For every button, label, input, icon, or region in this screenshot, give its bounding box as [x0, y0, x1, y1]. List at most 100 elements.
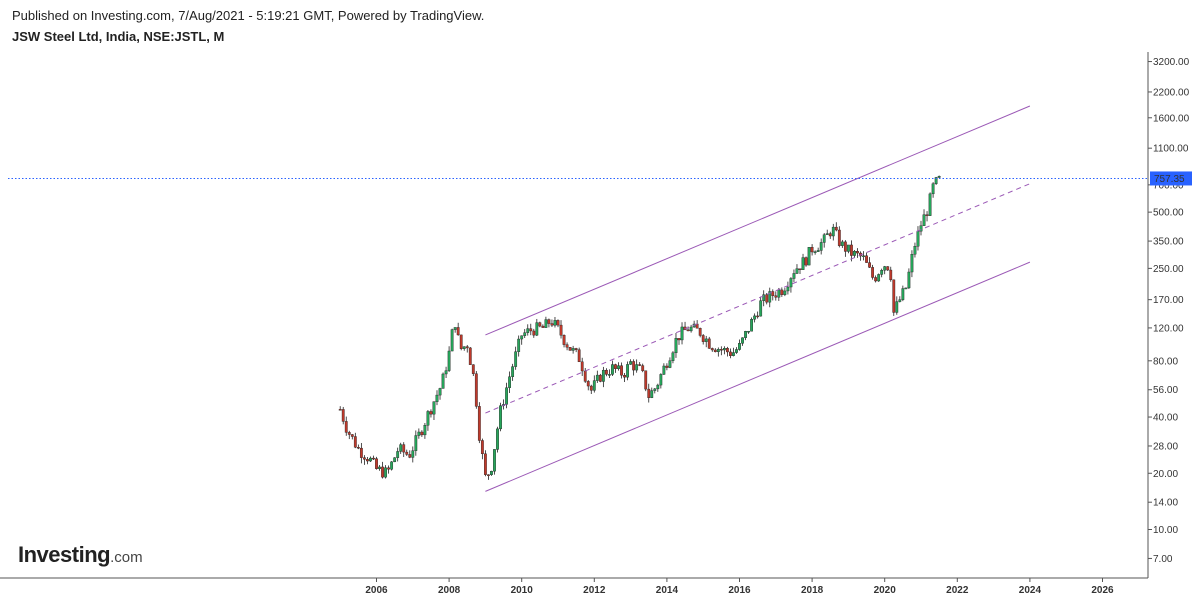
candle-body [347, 432, 351, 435]
channel-middle-line [485, 183, 1031, 414]
candle-body [862, 255, 865, 257]
candle-body [571, 348, 575, 351]
candle-body [338, 409, 342, 411]
logo-main-text: Investing [18, 542, 111, 567]
y-tick-label: 7.00 [1153, 554, 1173, 565]
candle-body [886, 266, 890, 271]
candle-body [372, 457, 375, 460]
y-tick-label: 1100.00 [1153, 144, 1189, 155]
x-tick-label: 2014 [656, 585, 679, 596]
y-tick-label: 20.00 [1153, 469, 1178, 480]
candle-body [490, 470, 493, 475]
candle-body [402, 444, 406, 453]
candle-body [677, 338, 681, 341]
candle-body [774, 295, 778, 298]
candle-body [426, 411, 430, 426]
candle-body [375, 458, 378, 469]
candle-body [895, 301, 899, 313]
candle-body [907, 271, 911, 289]
candle-body [496, 428, 499, 450]
candles-layer [338, 175, 941, 480]
candle-body [359, 447, 363, 458]
candle-body [629, 361, 633, 365]
candle-body [780, 289, 784, 295]
y-tick-label: 350.00 [1153, 237, 1184, 248]
candle-body [393, 457, 397, 463]
candle-body [883, 266, 887, 271]
candle-body [686, 329, 690, 332]
candle-body [641, 365, 645, 371]
candle-body [526, 328, 530, 333]
candle-body [568, 347, 572, 351]
candle-body [662, 365, 666, 375]
candle-body [689, 326, 693, 332]
candle-body [487, 474, 490, 476]
candle-body [559, 324, 563, 336]
investing-logo[interactable]: Investing.com [18, 542, 143, 568]
x-axis-ticks: 2006 2008 2010 2012 2014 2016 2018 2020 2022 2024… [365, 578, 1114, 596]
candle-body [804, 257, 808, 266]
y-tick-label: 250.00 [1153, 264, 1184, 275]
candle-body [580, 361, 584, 372]
candle-body [350, 434, 354, 437]
candle-body [632, 361, 636, 371]
y-tick-label: 170.00 [1153, 295, 1184, 306]
y-tick-label: 1600.00 [1153, 113, 1190, 124]
candle-body [753, 315, 757, 320]
candle-body [656, 384, 660, 390]
candle-body [369, 457, 372, 462]
y-tick-label: 14.00 [1153, 498, 1178, 509]
y-tick-label: 700.00 [1153, 180, 1184, 191]
candle-body [786, 286, 790, 292]
y-tick-label: 2200.00 [1153, 87, 1190, 98]
candle-body [722, 348, 726, 351]
candle-body [710, 348, 714, 351]
candle-body [756, 315, 760, 318]
candle-body [707, 338, 711, 349]
candle-body [423, 425, 427, 436]
candle-body [505, 387, 508, 405]
candle-body [925, 214, 929, 216]
x-tick-label: 2024 [1019, 585, 1042, 596]
x-tick-label: 2018 [801, 585, 824, 596]
candle-body [735, 349, 738, 353]
candle-body [789, 278, 793, 288]
candle-body [601, 369, 605, 382]
last-price-badge: 757.35 [1150, 171, 1192, 186]
channel-upper-line [485, 105, 1031, 336]
candle-body [595, 374, 599, 381]
last-price-label: 757.35 [1154, 174, 1185, 185]
candle-body [396, 451, 400, 458]
y-tick-label: 120.00 [1153, 323, 1184, 334]
candle-body [623, 374, 626, 378]
candle-body [598, 374, 602, 382]
candle-body [384, 467, 387, 478]
candle-body [620, 365, 623, 376]
candle-body [387, 467, 390, 470]
candle-body [499, 405, 502, 430]
channel-lower-line [485, 261, 1031, 492]
candle-body [574, 348, 578, 350]
candle-body [819, 242, 823, 251]
candle-body [484, 453, 487, 475]
candle-body [614, 364, 617, 369]
candle-body [547, 319, 551, 324]
y-tick-label: 56.00 [1153, 385, 1178, 396]
y-tick-label: 28.00 [1153, 441, 1178, 452]
candle-body [399, 444, 403, 452]
candle-body [381, 466, 384, 478]
candle-body [856, 250, 859, 254]
candle-body [589, 385, 593, 391]
candle-body [747, 330, 750, 333]
candle-body [341, 409, 345, 422]
candle-body [366, 459, 369, 462]
candle-body [435, 394, 439, 402]
candle-body [453, 327, 457, 330]
candle-body [447, 350, 451, 371]
x-tick-label: 2008 [438, 585, 461, 596]
x-tick-label: 2020 [874, 585, 897, 596]
y-tick-label: 3200.00 [1153, 57, 1190, 68]
candle-body [822, 234, 826, 243]
candle-body [538, 322, 542, 327]
